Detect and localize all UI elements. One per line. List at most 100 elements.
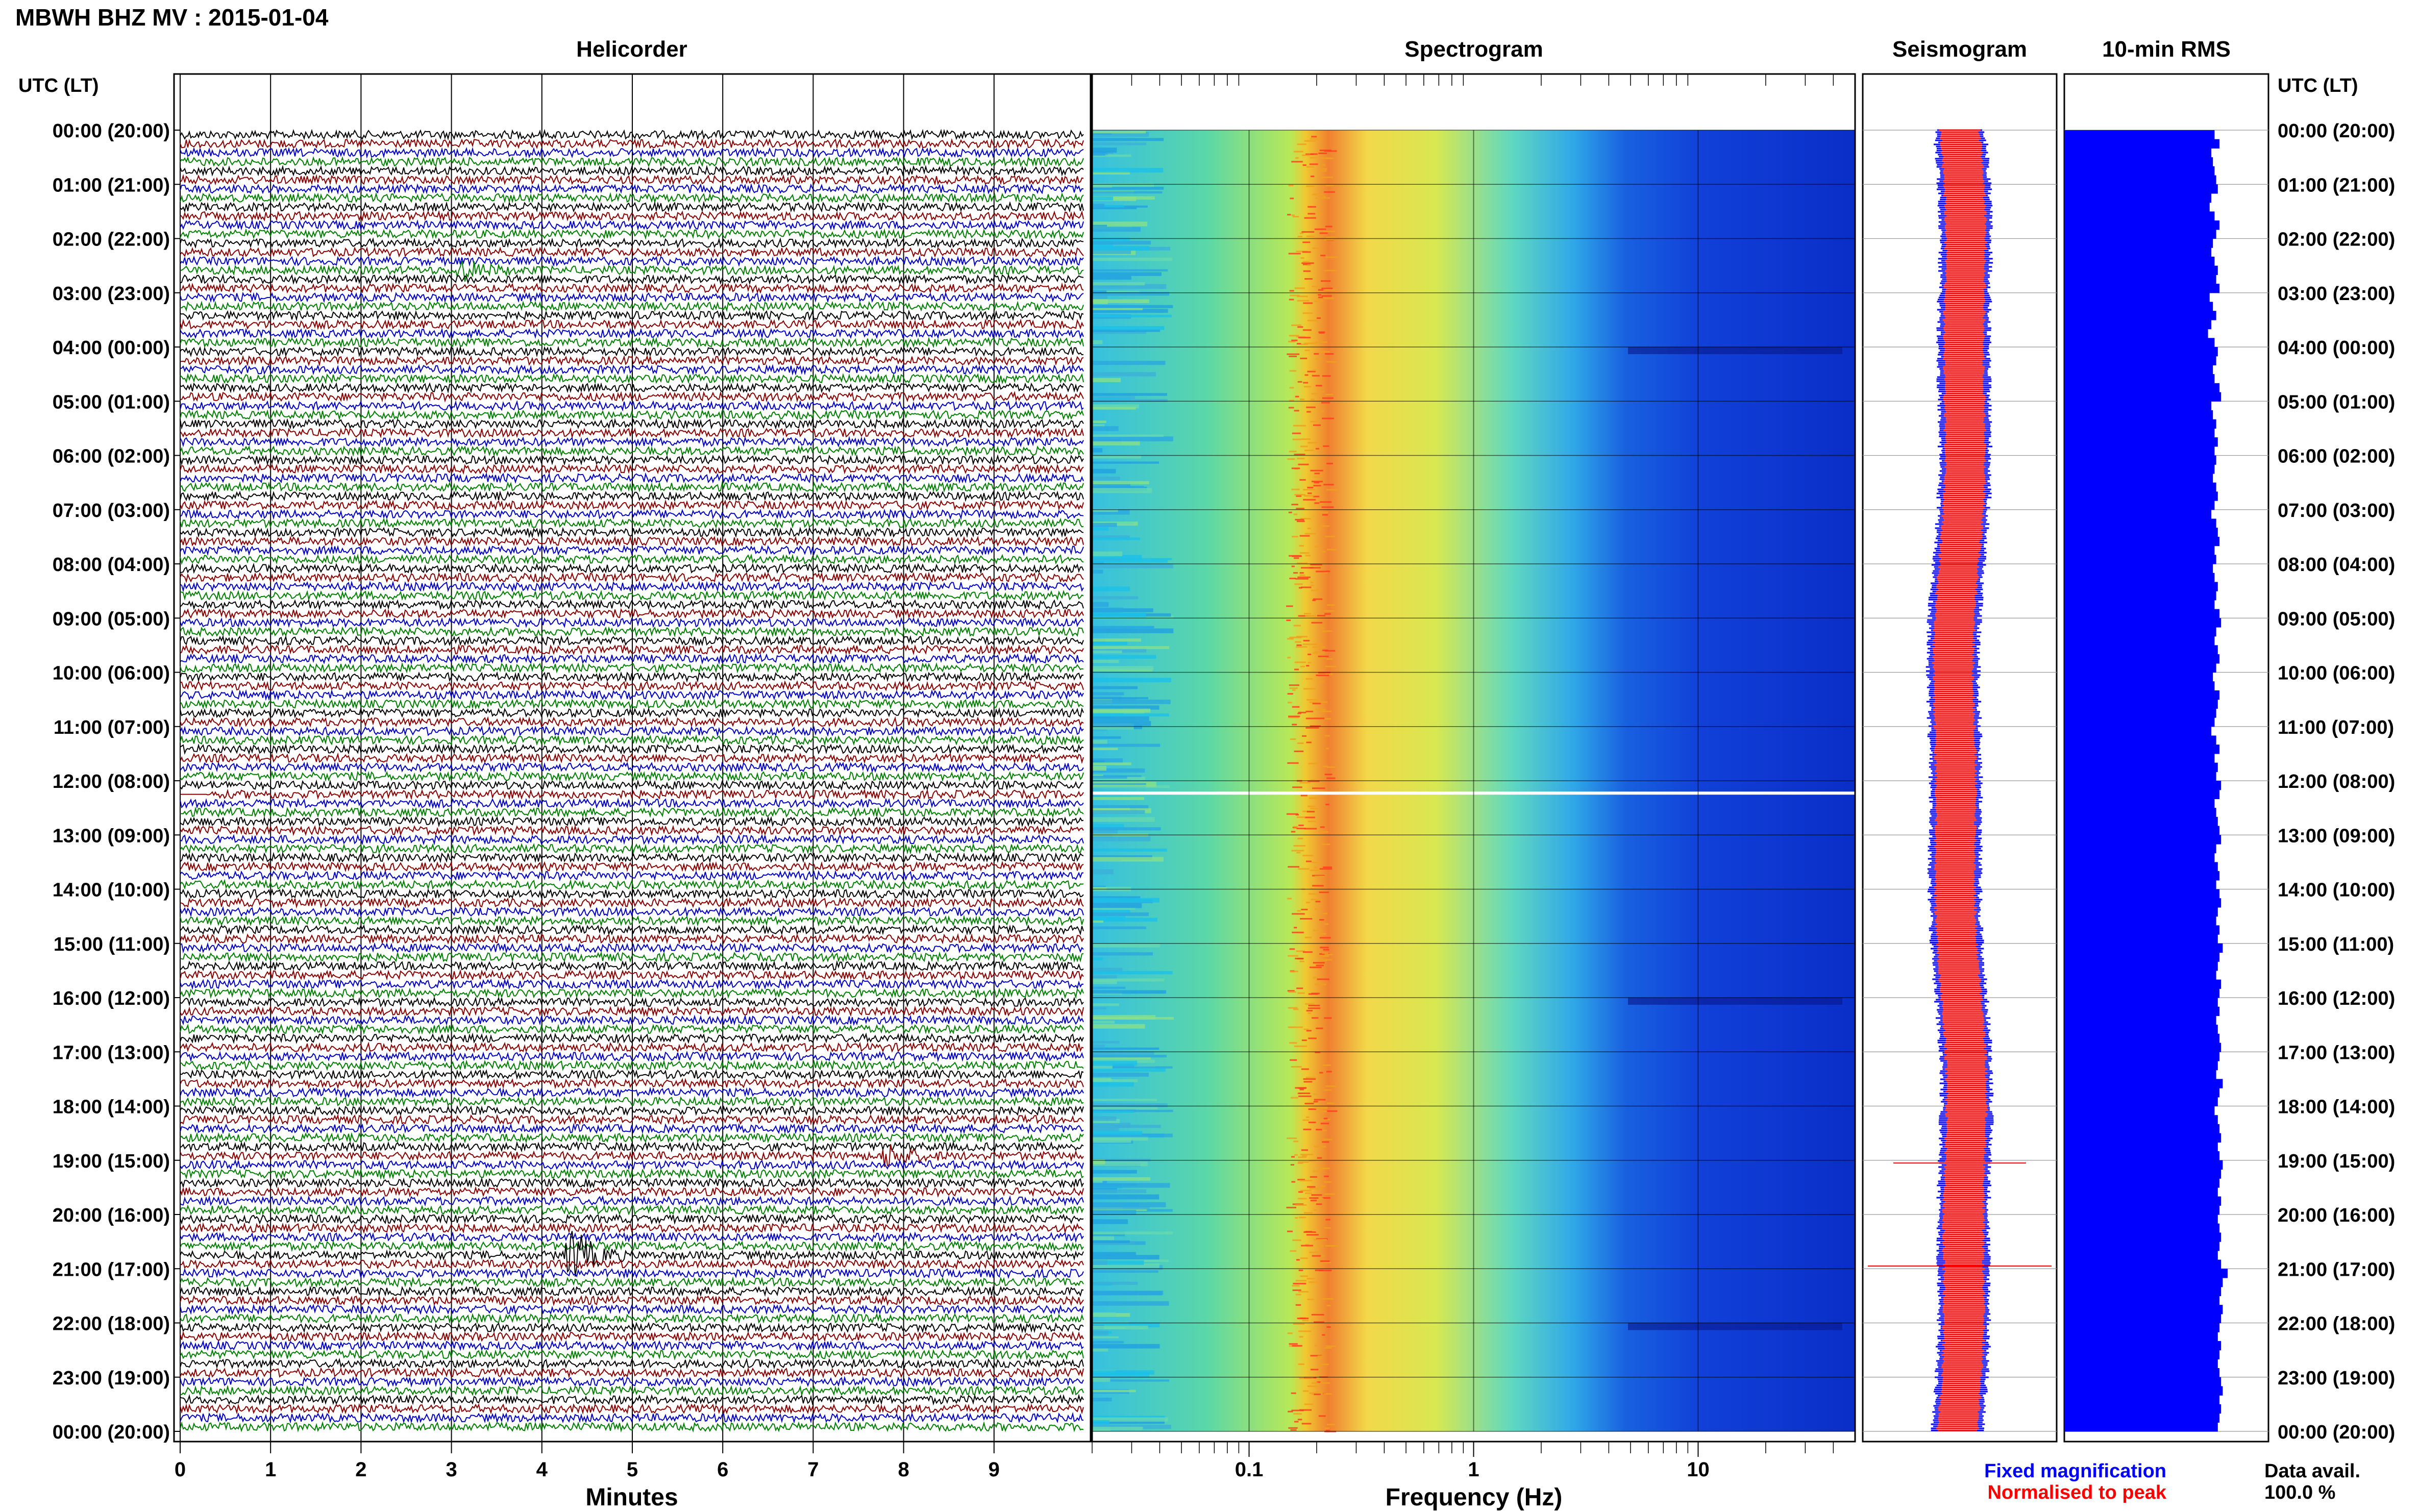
- spectrogram-speckle: [1326, 1110, 1338, 1112]
- helicorder-trace: [180, 987, 1084, 999]
- spectrogram-speckle: [1312, 703, 1321, 705]
- helicorder-trace: [180, 1403, 1084, 1415]
- helicorder-trace: [180, 851, 1084, 863]
- helicorder-trace: [180, 842, 1084, 855]
- spectrogram-stripe: [1092, 612, 1146, 617]
- spectrogram-speckle: [1308, 1037, 1317, 1039]
- spectrogram-speckle: [1314, 473, 1320, 475]
- spectrogram-speckle: [1297, 742, 1304, 744]
- utc-label-right: UTC (LT): [2278, 75, 2358, 96]
- spectrogram-stripe: [1092, 827, 1161, 831]
- spectrogram-speckle: [1324, 610, 1335, 612]
- spectrogram-stripe: [1092, 1116, 1117, 1121]
- helicorder-trace: [180, 725, 1084, 737]
- spectrogram-speckle: [1327, 604, 1335, 606]
- spectrogram-speckle: [1317, 681, 1324, 683]
- time-label-left: 12:00 (08:00): [53, 771, 170, 792]
- spectrogram-stripe: [1092, 482, 1130, 487]
- rms-bar: [2064, 482, 2216, 492]
- time-label-left: 00:00 (20:00): [53, 1422, 170, 1443]
- spectrogram-speckle: [1315, 546, 1320, 548]
- spectrogram-speckle: [1289, 400, 1294, 402]
- spectrogram-speckle: [1291, 1156, 1295, 1158]
- spectrogram-speckle: [1316, 1146, 1321, 1148]
- spectrogram-stripe: [1092, 488, 1152, 493]
- spectrogram-speckle: [1322, 1141, 1329, 1143]
- spectrogram-speckle: [1310, 779, 1316, 781]
- spectrogram-speckle: [1321, 627, 1325, 629]
- rms-panel: [2063, 73, 2269, 1443]
- spectrogram-stripe: [1092, 560, 1168, 563]
- spectrogram-speckle: [1320, 157, 1331, 159]
- spectrogram-speckle: [1303, 639, 1310, 641]
- spectrogram-speckle: [1325, 535, 1336, 537]
- spectrogram-speckle: [1309, 966, 1322, 969]
- spectrogram-stripe: [1092, 698, 1136, 701]
- spectrogram-speckle: [1302, 735, 1306, 737]
- spectrogram-speckle: [1306, 1030, 1312, 1032]
- spectrogram-speckle: [1325, 393, 1334, 395]
- spectrogram-speckle: [1289, 370, 1296, 372]
- spectrogram-speckle: [1313, 1093, 1317, 1095]
- spectrogram-speckle: [1297, 295, 1308, 298]
- spectrogram-speckle: [1296, 816, 1305, 818]
- spectrogram-speckle: [1302, 855, 1314, 857]
- spectrogram-stripe: [1092, 1194, 1159, 1200]
- spectrogram-stripe: [1092, 1420, 1165, 1424]
- spectrogram-speckle: [1292, 931, 1304, 933]
- rms-bar: [2064, 1052, 2219, 1061]
- time-label-left: 22:00 (18:00): [53, 1313, 170, 1335]
- spectrogram-speckle: [1304, 1212, 1313, 1214]
- spectrogram-speckle: [1304, 217, 1316, 219]
- spectrogram-speckle: [1295, 957, 1303, 959]
- spectrogram-speckle: [1321, 844, 1330, 846]
- spectrogram-speckle: [1313, 424, 1321, 426]
- rms-bar: [2064, 916, 2216, 926]
- spectrogram-speckle: [1315, 876, 1324, 877]
- spectrogram-stripe: [1092, 1210, 1137, 1215]
- helicorder-trace: [180, 761, 1084, 773]
- spectrogram-stripe: [1092, 237, 1130, 241]
- spectrogram-speckle: [1307, 213, 1316, 215]
- spectrogram-stripe: [1092, 152, 1105, 156]
- spectrogram-speckle: [1299, 479, 1306, 481]
- spectrogram-stripe: [1092, 1177, 1151, 1181]
- spectrogram-stripe: [1092, 1260, 1107, 1265]
- spectrogram-stripe: [1092, 990, 1166, 994]
- spectrogram-speckle: [1306, 902, 1311, 904]
- spectrogram-speckle: [1298, 868, 1310, 870]
- rms-bar: [2064, 1006, 2219, 1017]
- rms-title: 10-min RMS: [2102, 37, 2231, 62]
- spectrogram-speckle: [1309, 1160, 1316, 1162]
- spectrogram-stripe: [1092, 1219, 1128, 1224]
- spectrogram-speckle: [1293, 425, 1306, 427]
- spectrogram-speckle: [1286, 1206, 1297, 1208]
- spectrogram-speckle: [1307, 1385, 1318, 1387]
- spectrogram-stripe: [1092, 805, 1149, 810]
- spectrogram-speckle: [1302, 164, 1306, 166]
- helicorder-trace: [180, 408, 1084, 421]
- helicorder-trace: [180, 1303, 1084, 1316]
- spectrogram-speckle: [1306, 860, 1312, 862]
- spectrogram-stripe: [1092, 721, 1151, 726]
- spectrogram-speckle: [1325, 1345, 1336, 1347]
- spectrogram-speckle: [1307, 319, 1318, 321]
- helicorder-trace: [180, 1322, 1084, 1334]
- spectrogram-speckle: [1312, 787, 1325, 789]
- spectrogram-stripe: [1092, 1183, 1170, 1188]
- spectrogram-stripe: [1092, 477, 1120, 480]
- helicorder-trace: [180, 1023, 1084, 1035]
- spectrogram-speckle: [1295, 1280, 1307, 1282]
- rms-bar: [2064, 1404, 2221, 1414]
- rms-bar: [2064, 1223, 2219, 1233]
- spectrogram-speckle: [1305, 555, 1311, 557]
- spectrogram-speckle: [1303, 302, 1313, 304]
- helicorder-trace: [180, 806, 1084, 819]
- spectrogram-speckle: [1300, 918, 1313, 920]
- spectrogram-speckle: [1300, 1257, 1308, 1259]
- spectrogram-speckle: [1312, 599, 1316, 601]
- spectrogram-speckle: [1292, 913, 1305, 915]
- spectrogram-stripe: [1092, 407, 1136, 410]
- time-label-left: 05:00 (01:00): [53, 391, 170, 413]
- rms-bar: [2064, 1214, 2218, 1224]
